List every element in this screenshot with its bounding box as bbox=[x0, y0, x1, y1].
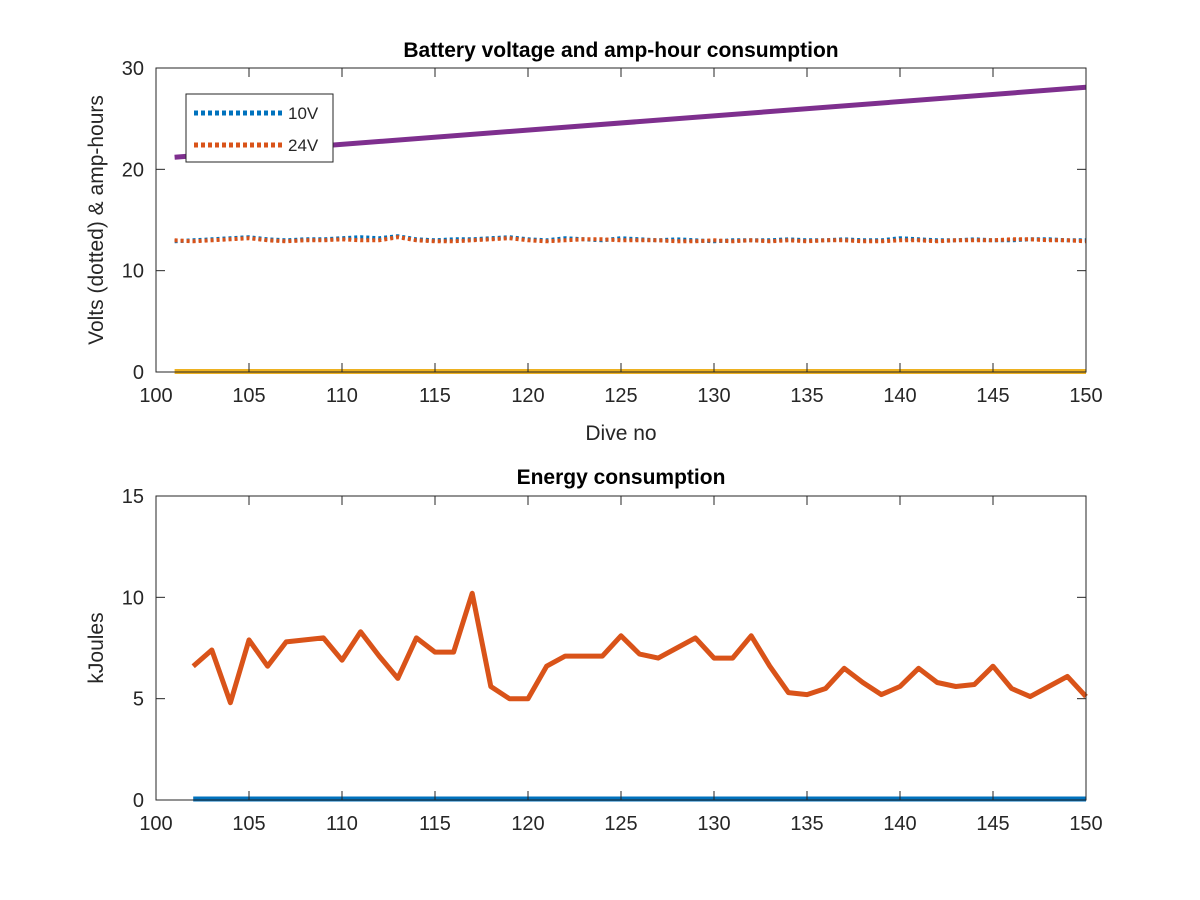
plot-2-y-tick-label: 10 bbox=[122, 587, 144, 609]
plot-1-series-line-24v bbox=[174, 235, 1087, 244]
plot-2-x-tick-label: 135 bbox=[790, 813, 823, 835]
plot-2-x-tick-label: 130 bbox=[697, 813, 730, 835]
plot-2-x-tick-label: 150 bbox=[1069, 813, 1102, 835]
plot-2-x-tick-label: 110 bbox=[326, 813, 358, 835]
plot-1-legend: 10V 24V bbox=[185, 93, 334, 163]
plot-2-y-tick-label: 15 bbox=[122, 486, 144, 508]
plot-2-x-tick-label: 115 bbox=[419, 813, 451, 835]
plot-1-x-tick-label: 130 bbox=[697, 385, 730, 407]
energy-consumption-plot: 100 105 110 115 120 125 130 135 140 145 150051015 … bbox=[85, 466, 1103, 835]
legend-label-10v: 10V bbox=[288, 104, 319, 123]
legend-label-24v: 24V bbox=[288, 136, 319, 155]
plot-2-x-tick-label: 100 bbox=[139, 813, 172, 835]
plot-1-y-tick-label: 20 bbox=[122, 159, 144, 181]
plot-1-x-tick-label: 140 bbox=[883, 385, 916, 407]
plot-1-y-tick-label: 0 bbox=[133, 362, 144, 384]
plot-1-title: Battery voltage and amp-hour consumption bbox=[403, 39, 838, 62]
plot-1-x-tick-label: 125 bbox=[604, 385, 637, 407]
plot-2-ticks: 100 105 110 115 120 125 130 135 140 145 150 0 5 10 15 bbox=[122, 486, 1103, 835]
plot-1-x-tick-label: 105 bbox=[232, 385, 265, 407]
battery-voltage-plot: 100 105 110 115 120 125 130 135 140 145 150 0 10 20 30… bbox=[85, 39, 1103, 445]
plot-1-ticks: 100 105 110 115 120 125 130 135 140 145 150 0 10 20 30 bbox=[122, 58, 1103, 407]
plot-1-x-tick-label: 100 bbox=[139, 385, 172, 407]
plot-1-y-axis-label: Volts (dotted) & amp-hours bbox=[85, 95, 108, 345]
plot-1-x-axis-label: Dive no bbox=[585, 422, 656, 445]
plot-2-title: Energy consumption bbox=[517, 466, 726, 489]
plot-2-series-line-0 bbox=[191, 590, 1088, 706]
plot-1-x-tick-label: 150 bbox=[1069, 385, 1102, 407]
plot-1-y-tick-label: 30 bbox=[122, 58, 144, 80]
plot-2-x-tick-label: 140 bbox=[883, 813, 916, 835]
plot-1-x-tick-label: 135 bbox=[790, 385, 823, 407]
plot-2-y-axis-label: kJoules bbox=[85, 612, 108, 683]
plot-1-y-tick-label: 10 bbox=[122, 261, 144, 283]
plot-2-background bbox=[156, 496, 1086, 800]
plot-1-x-tick-label: 110 bbox=[326, 385, 358, 407]
plot-1-x-tick-label: 145 bbox=[976, 385, 1009, 407]
plot-2-y-tick-label: 5 bbox=[133, 689, 144, 711]
plot-1-x-tick-label: 115 bbox=[419, 385, 451, 407]
plot-2-x-tick-label: 125 bbox=[604, 813, 637, 835]
legend-box bbox=[185, 93, 334, 163]
plot-1-x-tick-label: 120 bbox=[511, 385, 544, 407]
plot-2-y-tick-label: 0 bbox=[133, 790, 144, 812]
plot-2-x-tick-label: 145 bbox=[976, 813, 1009, 835]
plot-2-x-tick-label: 105 bbox=[232, 813, 265, 835]
plot-2-x-tick-label: 120 bbox=[511, 813, 544, 835]
